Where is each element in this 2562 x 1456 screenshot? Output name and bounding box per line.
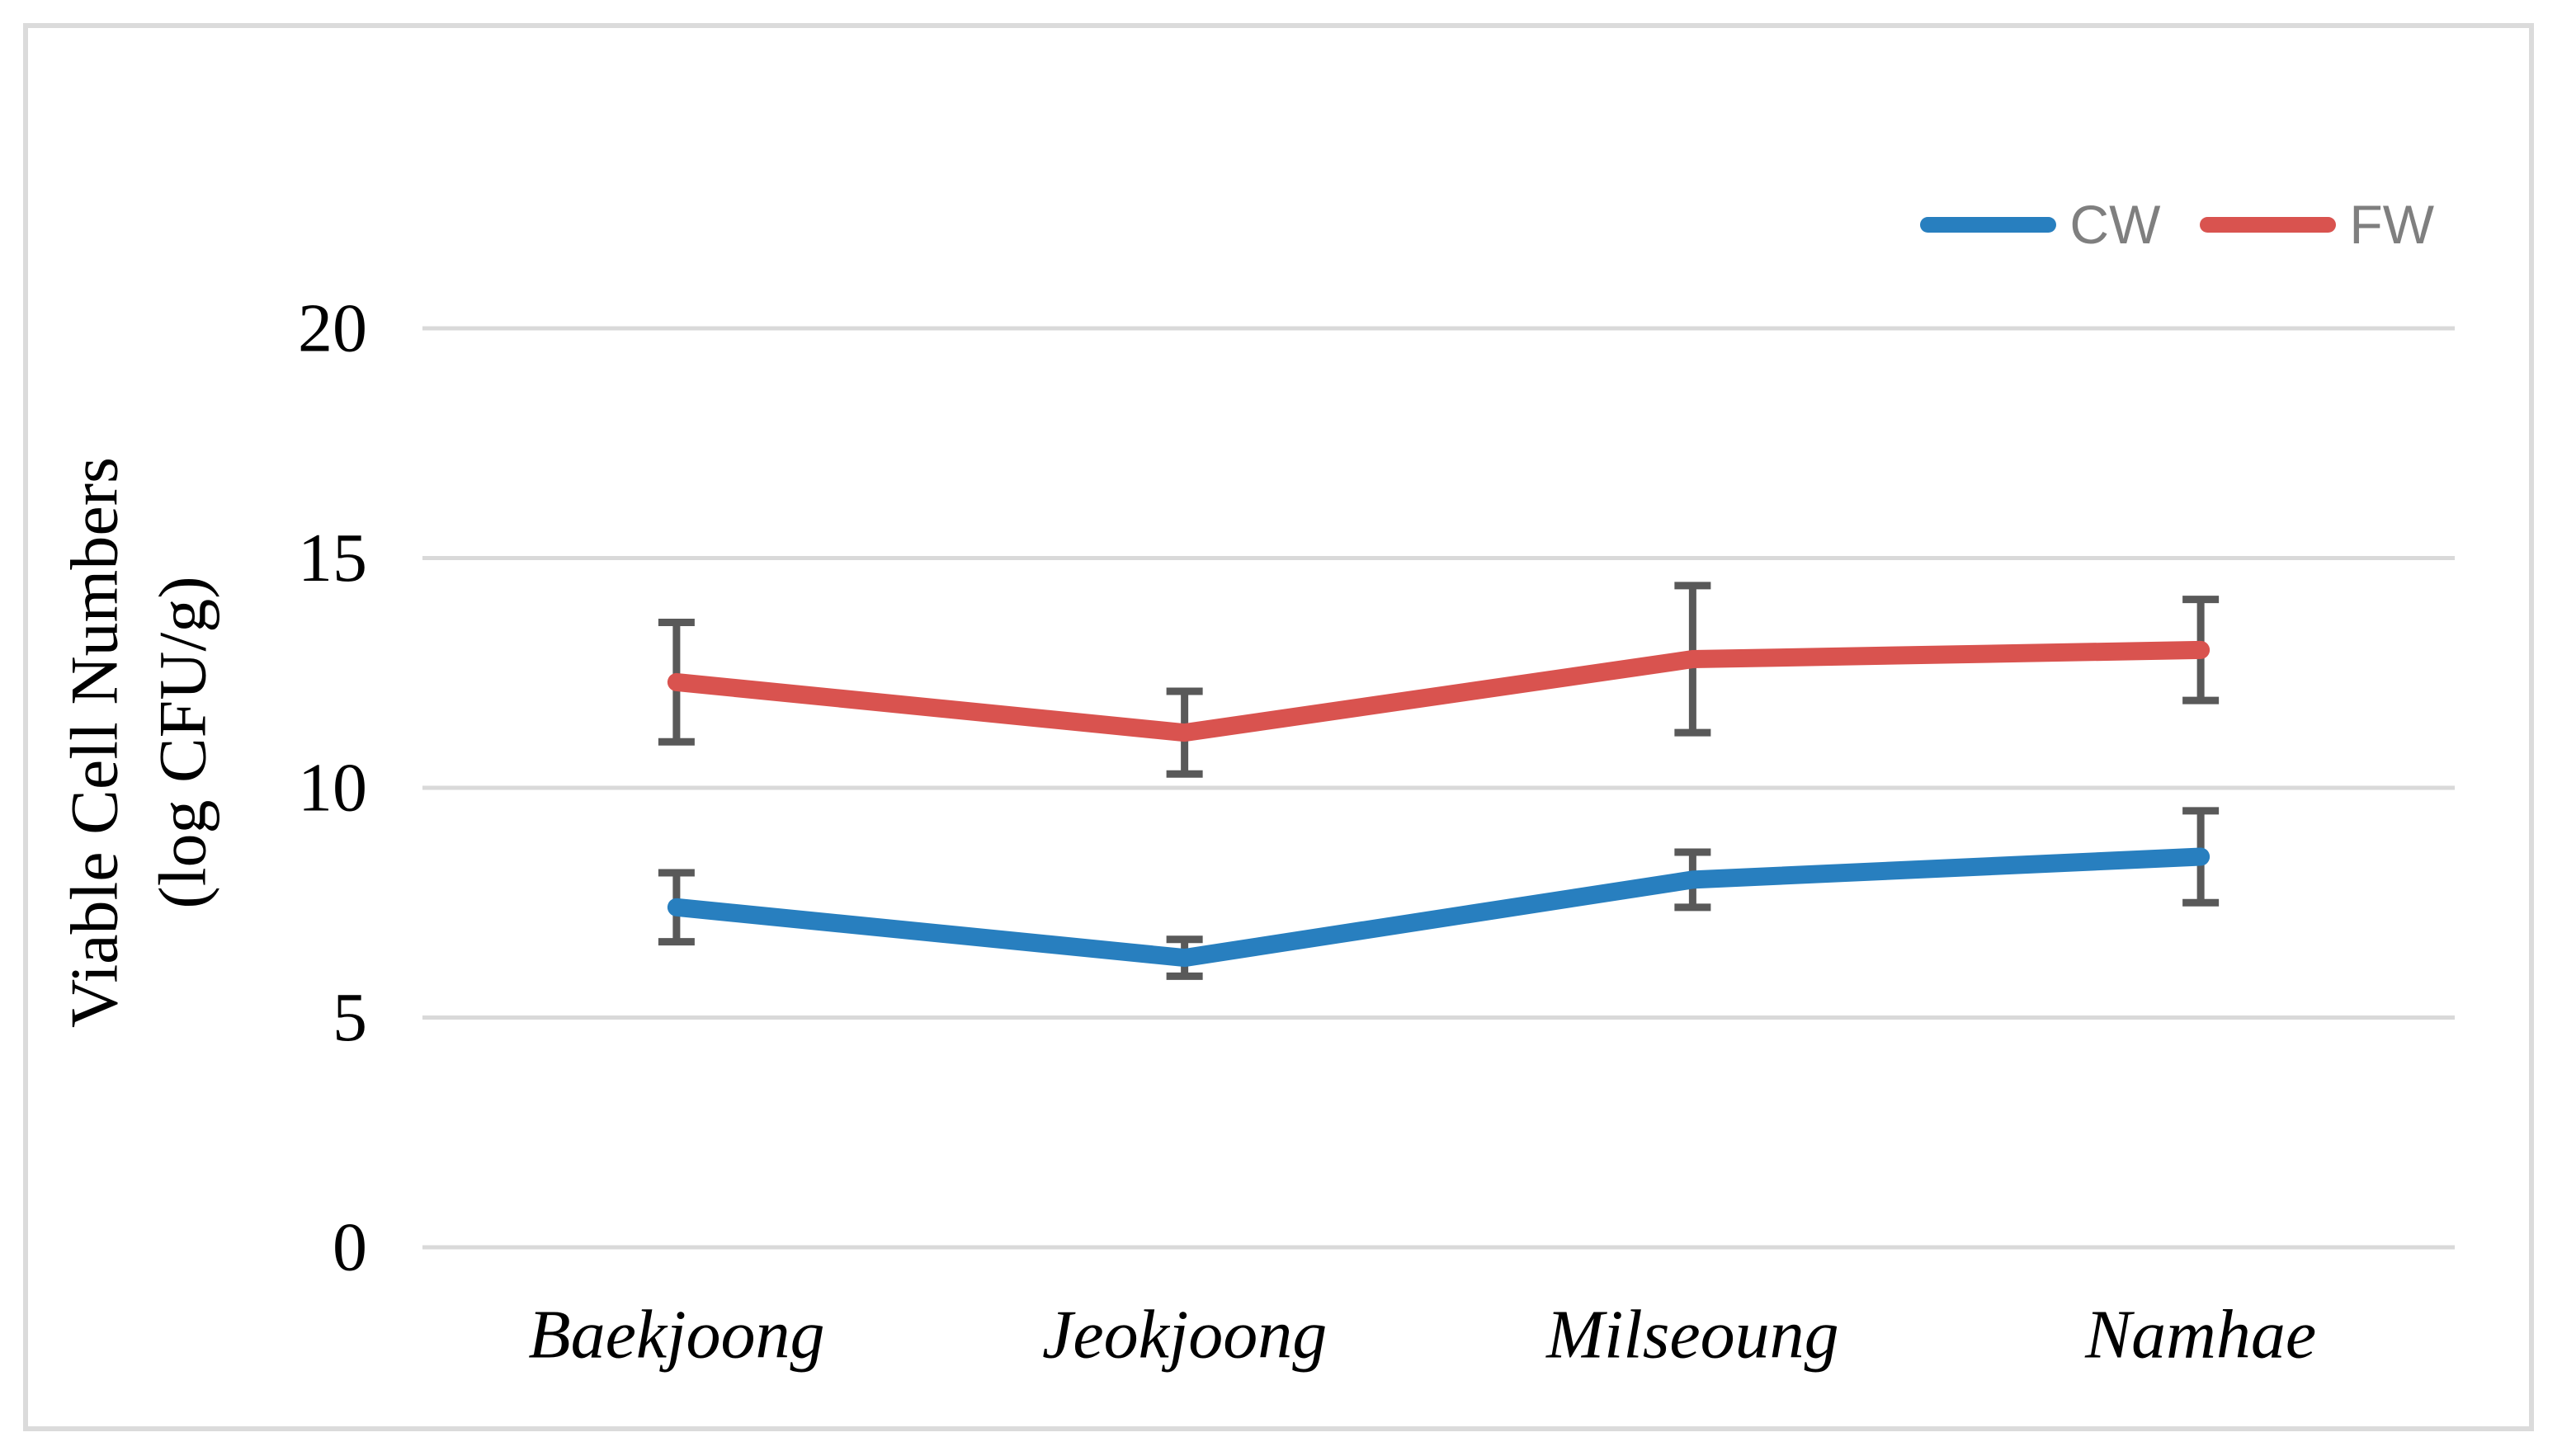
y-axis-title-line2: (log CFU/g) [144, 576, 219, 909]
legend-label-fw: FW [2349, 194, 2434, 255]
x-category-label-jeokjoong: Jeokjoong [1042, 1297, 1327, 1374]
y-tick-label-15: 15 [298, 520, 367, 596]
x-category-label-baekjoong: Baekjoong [528, 1297, 824, 1374]
x-category-label-milseoung: Milseoung [1545, 1297, 1839, 1374]
legend-item-cw: CW [1920, 197, 2160, 252]
y-tick-label-10: 10 [298, 750, 367, 827]
series-line-cw [667, 847, 2210, 968]
y-tick-label-20: 20 [298, 290, 367, 367]
fw-line-swatch-icon [2200, 216, 2337, 233]
cw-line-swatch-icon [1920, 216, 2057, 233]
y-axis-title: Viable Cell Numbers (log CFU/g) [50, 457, 226, 1028]
y-tick-label-0: 0 [333, 1209, 367, 1286]
legend-item-fw: FW [2200, 197, 2434, 252]
y-axis-title-line1: Viable Cell Numbers [56, 457, 132, 1028]
legend: CW FW [1920, 196, 2434, 253]
x-category-label-namhae: Namhae [2084, 1297, 2316, 1374]
series-line-fw [667, 640, 2210, 742]
y-tick-label-5: 5 [333, 979, 367, 1056]
legend-label-cw: CW [2069, 194, 2161, 255]
